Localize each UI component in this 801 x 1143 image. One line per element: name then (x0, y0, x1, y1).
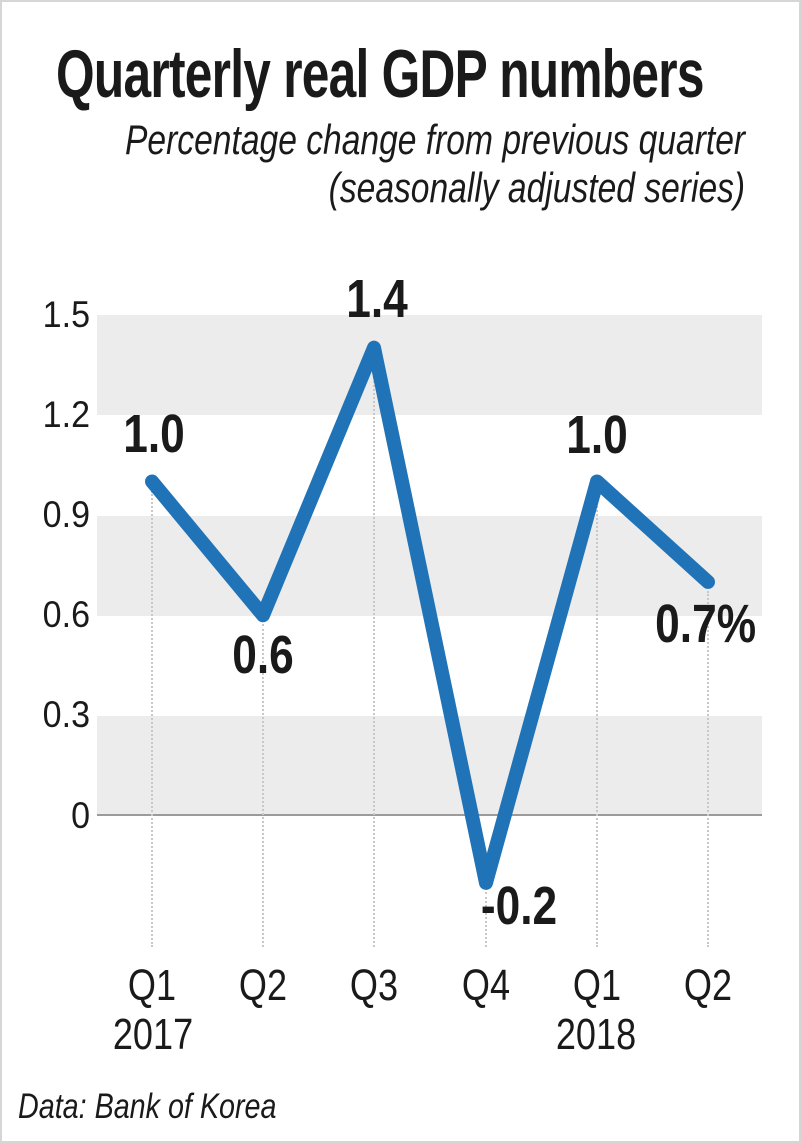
point-label-q2-2017: 0.6 (232, 625, 294, 685)
x-tick-q2-2017: Q2 (238, 961, 288, 1010)
y-tick-0_3: 0.3 (42, 694, 90, 735)
year-label-2017: 2017 (112, 1010, 194, 1059)
chart-subtitle-line2: (seasonally adjusted series) (328, 164, 745, 212)
x-tick-q1-2017: Q1 (127, 961, 177, 1010)
y-tick-1_2: 1.2 (42, 394, 90, 435)
x-tick-q1-2018: Q1 (572, 961, 622, 1010)
drop-line-q2-2017 (262, 624, 264, 947)
gdp-data-line (145, 340, 715, 890)
drop-line-q3-2017 (373, 356, 375, 947)
x-tick-q2-2018: Q2 (683, 961, 733, 1010)
y-tick-0_6: 0.6 (42, 594, 90, 635)
point-label-q2-2018: 0.7% (655, 594, 756, 654)
grid-band-0-0_3 (97, 716, 762, 816)
chart-title: Quarterly real GDP numbers (56, 36, 704, 112)
x-tick-q3-2017: Q3 (349, 961, 399, 1010)
year-label-2018: 2018 (555, 1010, 637, 1059)
point-label-q3-2017: 1.4 (346, 269, 408, 329)
x-tick-q4-2017: Q4 (461, 961, 511, 1010)
chart-subtitle-line1: Percentage change from previous quarter (124, 116, 745, 163)
point-label-q1-2018: 1.0 (566, 405, 628, 465)
drop-line-q1-2018 (596, 490, 598, 947)
point-label-q4-2017: -0.2 (480, 876, 558, 936)
chart-subtitle: Percentage change from previous quarter … (125, 116, 745, 213)
data-source-credit: Data: Bank of Korea (18, 1087, 277, 1126)
drop-line-q2-2018 (707, 590, 709, 947)
drop-line-q1-2017 (151, 490, 153, 947)
point-label-q1-2017: 1.0 (123, 404, 185, 464)
zero-axis-line (97, 814, 762, 816)
y-tick-0: 0 (71, 795, 90, 836)
drop-line-q4-2017 (485, 891, 487, 947)
y-tick-1_5: 1.5 (42, 294, 90, 335)
y-tick-0_9: 0.9 (42, 494, 90, 535)
grid-band-1_2-1_5 (97, 315, 762, 415)
